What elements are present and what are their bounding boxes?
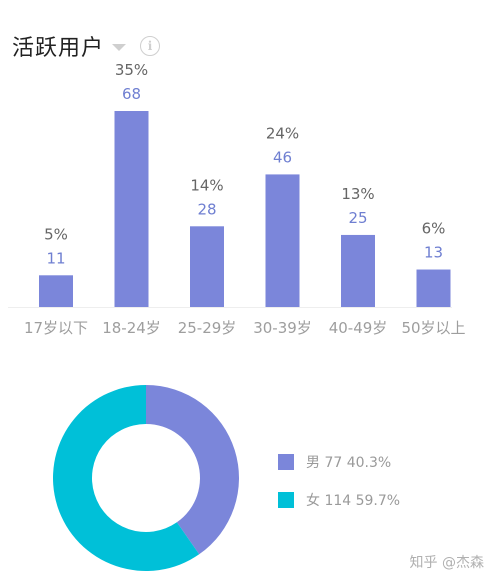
x-tick-label: 18-24岁 (102, 319, 161, 337)
bar[interactable] (341, 234, 375, 307)
x-tick-label: 30-39岁 (253, 319, 312, 337)
legend-item-female: 女 114 59.7% (278, 490, 400, 510)
watermark: 知乎 @杰森 (409, 555, 484, 571)
legend-item-male: 男 77 40.3% (278, 452, 391, 472)
bar[interactable] (114, 111, 149, 307)
x-tick-label: 40-49岁 (329, 319, 388, 337)
bar-value-label: 13 (424, 244, 443, 262)
x-tick-label: 50岁以上 (401, 319, 465, 337)
donut-slice-male[interactable] (146, 385, 239, 555)
legend-label-female: 女 114 59.7% (306, 493, 401, 509)
bar-value-label: 68 (122, 85, 141, 103)
chevron-down-icon[interactable] (112, 44, 127, 51)
x-tick-label: 17岁以下 (24, 319, 88, 337)
bar[interactable] (39, 275, 73, 307)
bar-percent-label: 5% (44, 225, 68, 243)
bar-value-label: 11 (46, 249, 65, 267)
legend-swatch-female (278, 492, 294, 508)
page-title: 活跃用户 (12, 36, 105, 61)
bar-percent-label: 13% (341, 185, 374, 203)
bar[interactable] (190, 226, 224, 307)
donut-slice-female[interactable] (53, 385, 200, 571)
bar-percent-label: 14% (190, 176, 223, 194)
bar[interactable] (416, 269, 451, 307)
age-bar-chart: 11 5% 17岁以下 68 35% 18-24岁 28 14% 25-29岁 46 24% 30-3… (8, 61, 466, 337)
bar-percent-label: 24% (266, 124, 299, 142)
bar-value-label: 46 (273, 148, 292, 166)
bar-value-label: 25 (348, 209, 367, 227)
bar-percent-label: 6% (422, 220, 446, 238)
legend-swatch-male (278, 454, 294, 470)
bar-value-label: 28 (197, 200, 216, 218)
x-tick-label: 25-29岁 (178, 319, 237, 337)
header: 活跃用户 i (12, 30, 161, 62)
legend-label-male: 男 77 40.3% (306, 455, 392, 471)
info-icon[interactable]: i (140, 36, 161, 56)
bar-percent-label: 35% (115, 61, 148, 79)
bar[interactable] (265, 174, 300, 307)
